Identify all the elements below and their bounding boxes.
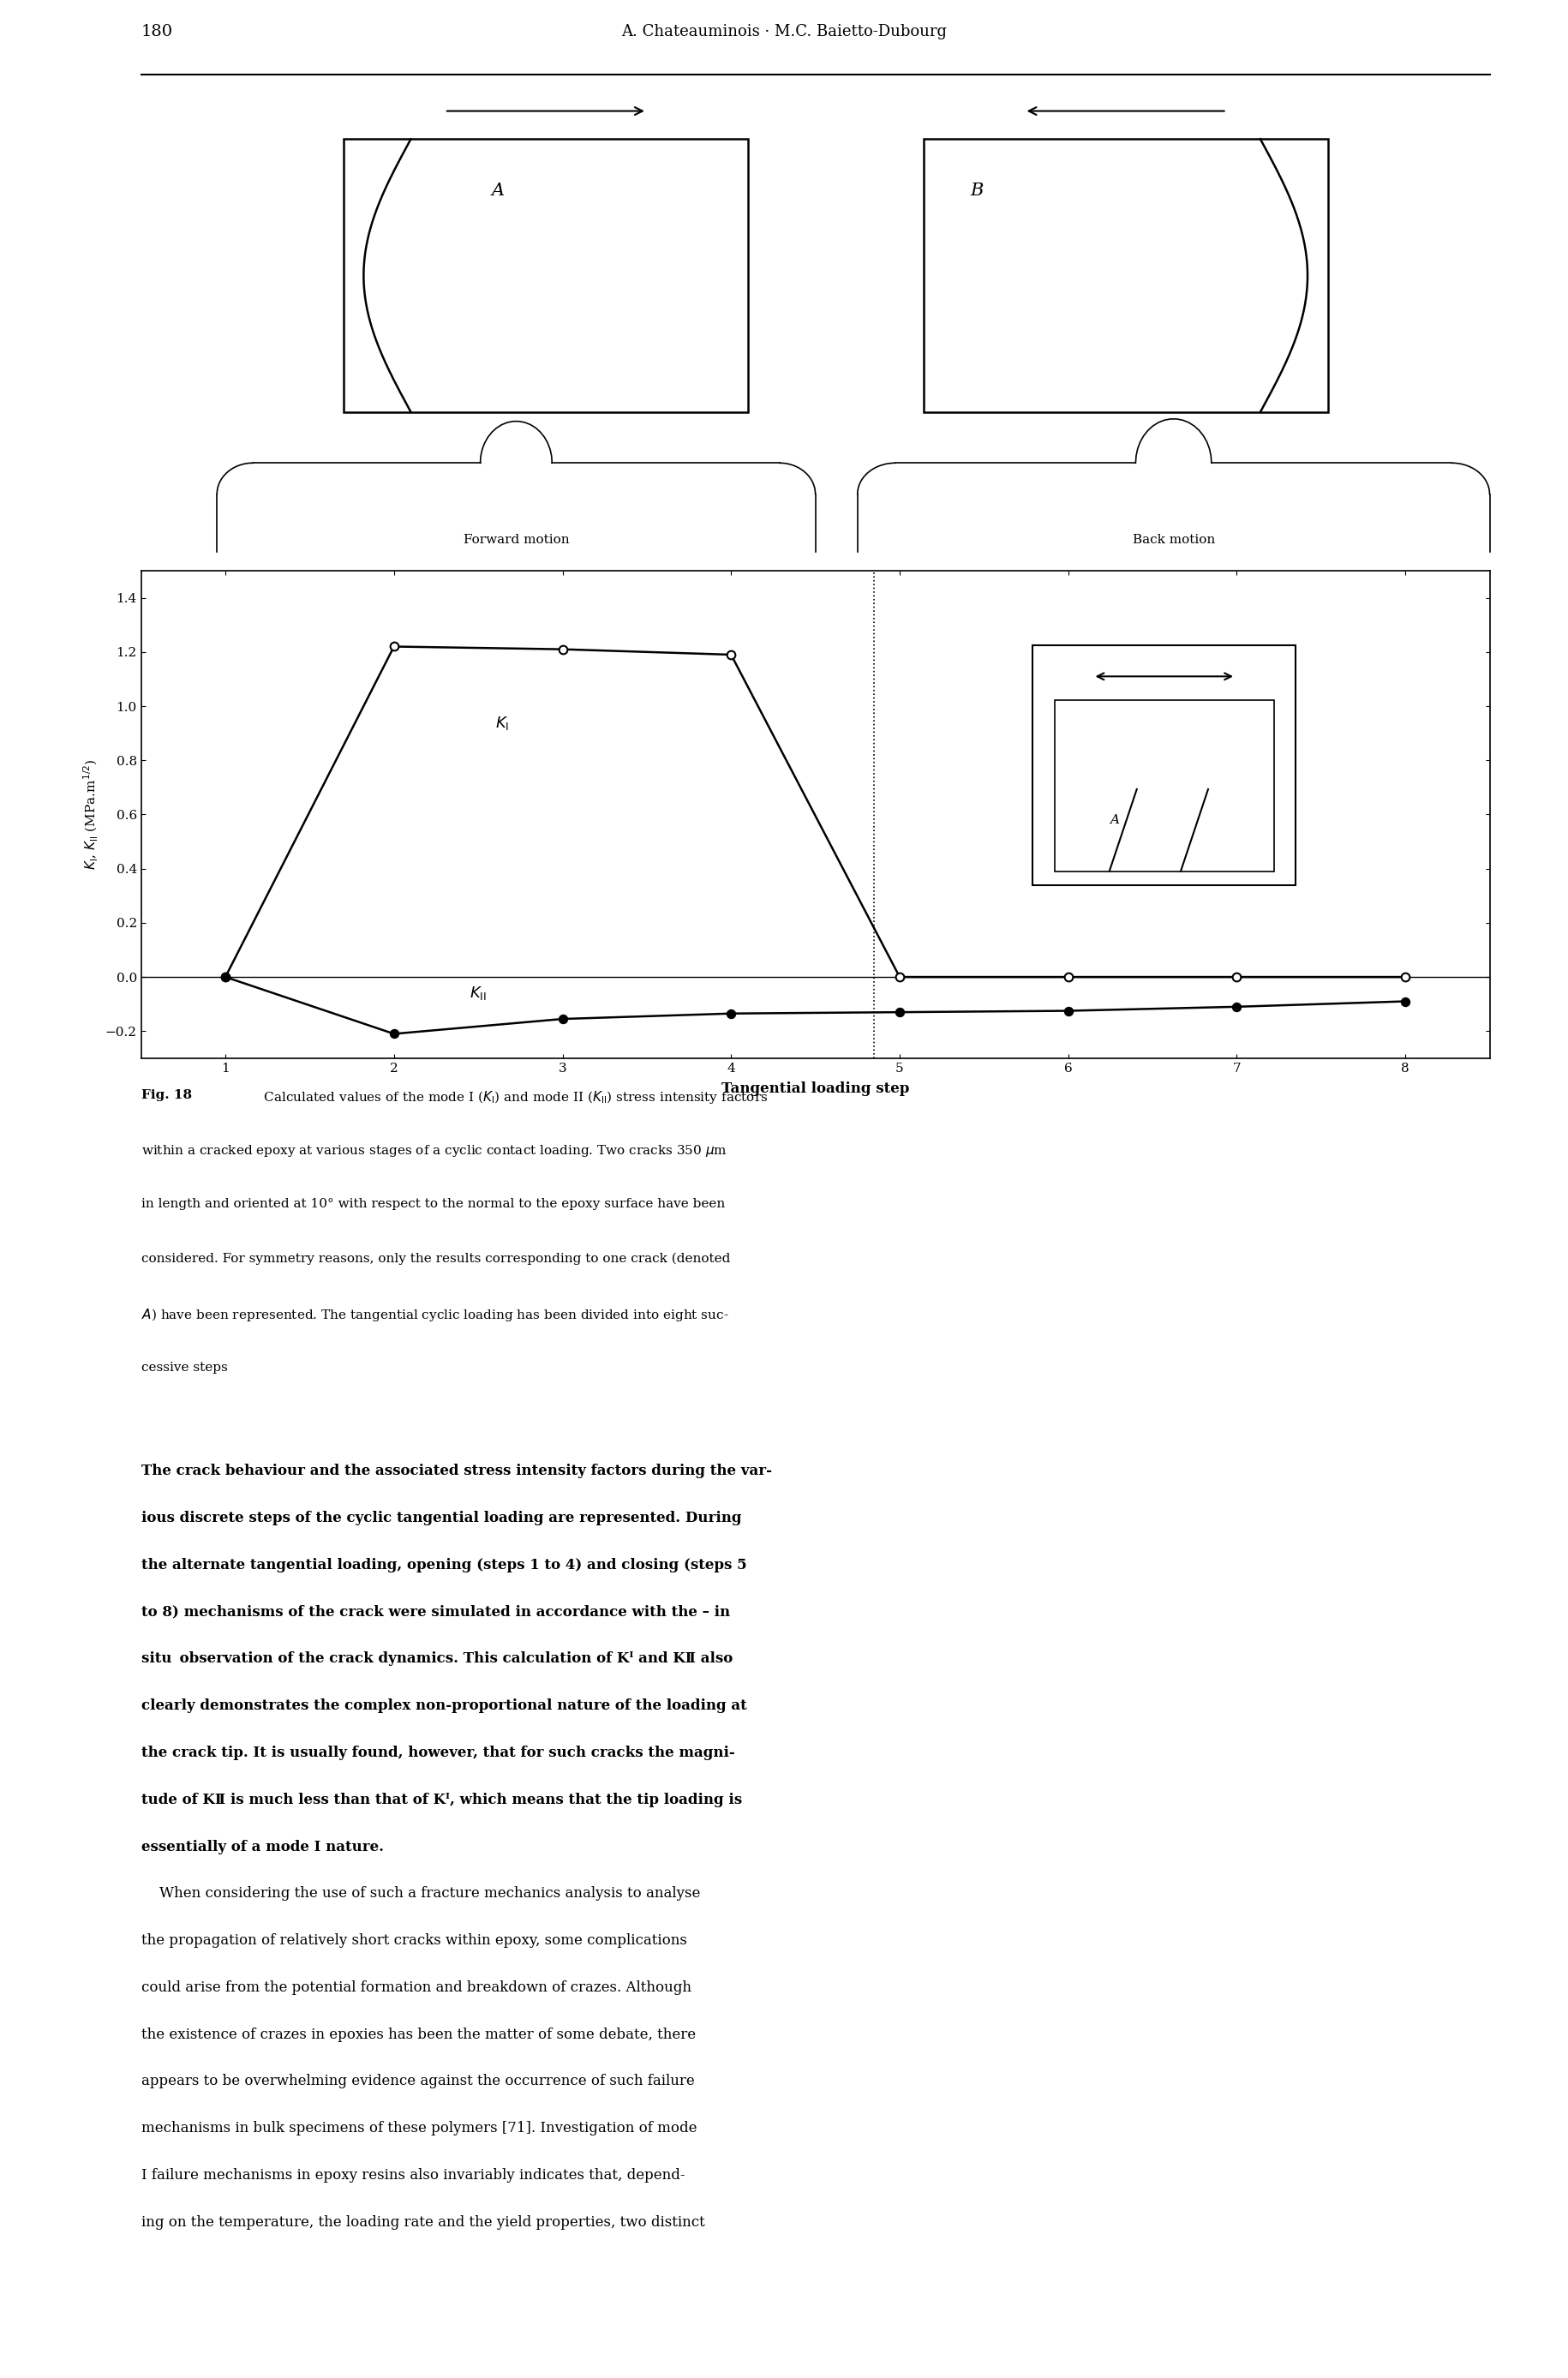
Text: to 8) mechanisms of the crack were simulated in accordance with the – in: to 8) mechanisms of the crack were simul… [141, 1605, 729, 1619]
Y-axis label: $K_{\mathrm{I}}$, $K_{\mathrm{II}}$ (MPa.m$^{1/2}$): $K_{\mathrm{I}}$, $K_{\mathrm{II}}$ (MPa… [83, 759, 100, 870]
Text: Calculated values of the mode I ($K_{\rm I}$) and mode II ($K_{\rm II}$) stress : Calculated values of the mode I ($K_{\rm… [256, 1089, 768, 1106]
Text: Forward motion: Forward motion [463, 533, 569, 547]
Text: considered. For symmetry reasons, only the results corresponding to one crack (d: considered. For symmetry reasons, only t… [141, 1253, 731, 1265]
Text: I failure mechanisms in epoxy resins also invariably indicates that, depend-: I failure mechanisms in epoxy resins als… [141, 2169, 685, 2183]
Text: $K_{\mathrm{II}}$: $K_{\mathrm{II}}$ [470, 984, 488, 1001]
Text: appears to be overwhelming evidence against the occurrence of such failure: appears to be overwhelming evidence agai… [141, 2074, 695, 2088]
Text: $A$) have been represented. The tangential cyclic loading has been divided into : $A$) have been represented. The tangenti… [141, 1308, 729, 1325]
Text: A: A [492, 183, 505, 200]
Text: mechanisms in bulk specimens of these polymers [71]. Investigation of mode: mechanisms in bulk specimens of these po… [141, 2121, 696, 2135]
Text: the crack tip. It is usually found, however, that for such cracks the magni-: the crack tip. It is usually found, howe… [141, 1745, 735, 1760]
Text: within a cracked epoxy at various stages of a cyclic contact loading. Two cracks: within a cracked epoxy at various stages… [141, 1144, 728, 1158]
Text: cessive steps: cessive steps [141, 1363, 227, 1374]
Text: clearly demonstrates the complex non-proportional nature of the loading at: clearly demonstrates the complex non-pro… [141, 1698, 746, 1712]
Text: essentially of a mode I nature.: essentially of a mode I nature. [141, 1841, 384, 1855]
X-axis label: Tangential loading step: Tangential loading step [721, 1082, 909, 1096]
Text: Back motion: Back motion [1132, 533, 1215, 547]
Text: B: B [971, 183, 983, 200]
Bar [924, 138, 1328, 411]
Text: 180: 180 [141, 24, 172, 40]
Text: in length and oriented at 10° with respect to the normal to the epoxy surface ha: in length and oriented at 10° with respe… [141, 1199, 724, 1210]
Text: situ  observation of the crack dynamics. This calculation of Kᴵ and KⅡ also: situ observation of the crack dynamics. … [141, 1653, 732, 1667]
Text: the existence of crazes in epoxies has been the matter of some debate, there: the existence of crazes in epoxies has b… [141, 2026, 696, 2043]
Text: A: A [1110, 813, 1120, 825]
Text: $K_{\mathrm{I}}$: $K_{\mathrm{I}}$ [495, 716, 510, 732]
Text: tude of KⅡ is much less than that of Kᴵ, which means that the tip loading is: tude of KⅡ is much less than that of Kᴵ,… [141, 1793, 742, 1807]
Text: The crack behaviour and the associated stress intensity factors during the var-: The crack behaviour and the associated s… [141, 1465, 771, 1479]
Text: Fig. 18: Fig. 18 [141, 1089, 191, 1101]
Bar [343, 138, 748, 411]
Text: the propagation of relatively short cracks within epoxy, some complications: the propagation of relatively short crac… [141, 1933, 687, 1948]
Text: When considering the use of such a fracture mechanics analysis to analyse: When considering the use of such a fract… [141, 1886, 699, 1900]
Bar [1055, 699, 1275, 870]
Text: A. Chateauminois · M.C. Baietto-Dubourg: A. Chateauminois · M.C. Baietto-Dubourg [621, 24, 947, 40]
Text: ing on the temperature, the loading rate and the yield properties, two distinct: ing on the temperature, the loading rate… [141, 2214, 704, 2231]
Bar [1033, 644, 1295, 885]
Text: ious discrete steps of the cyclic tangential loading are represented. During: ious discrete steps of the cyclic tangen… [141, 1510, 742, 1524]
Text: could arise from the potential formation and breakdown of crazes. Although: could arise from the potential formation… [141, 1981, 691, 1995]
Text: the alternate tangential loading, opening (steps 1 to 4) and closing (steps 5: the alternate tangential loading, openin… [141, 1558, 746, 1572]
